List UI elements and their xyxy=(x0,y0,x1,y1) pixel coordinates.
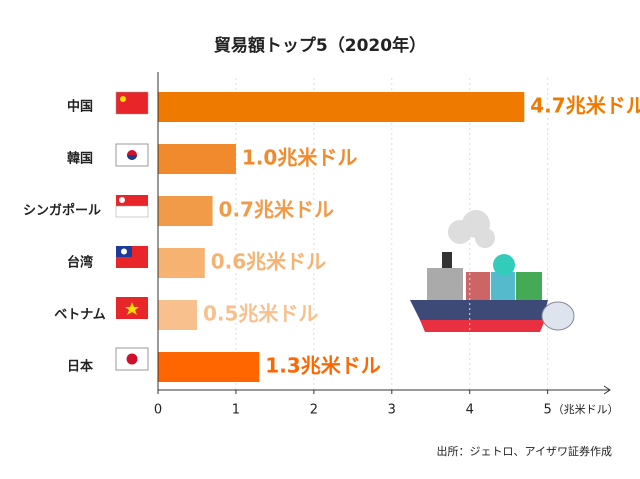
x-tick-label: 4 xyxy=(466,403,474,418)
value-label: 4.7兆米ドル xyxy=(530,94,640,118)
x-axis-label: （兆米ドル） xyxy=(553,403,619,416)
y-tick-label: ベトナム xyxy=(54,308,106,323)
flags xyxy=(115,91,149,371)
y-tick-label: シンガポール xyxy=(23,203,101,219)
value-label: 0.5兆米ドル xyxy=(203,302,318,326)
x-tick-label: 1 xyxy=(232,403,240,418)
y-tick-label: 中国 xyxy=(67,99,93,115)
value-label: 1.3兆米ドル xyxy=(265,354,380,378)
ship-illustration xyxy=(410,210,575,332)
x-tick-label: 0 xyxy=(154,403,162,418)
bar xyxy=(158,352,260,382)
bar xyxy=(158,196,213,226)
bar xyxy=(158,144,236,174)
value-label: 0.7兆米ドル xyxy=(219,198,334,222)
y-tick-label: 日本 xyxy=(67,359,93,375)
bar xyxy=(158,300,197,330)
source: 出所：ジェトロ、アイザワ証券作成 xyxy=(437,444,612,458)
x-tick-label: 2 xyxy=(310,403,318,418)
x-tick-label: 5 xyxy=(544,403,552,418)
y-tick-label: 韓国 xyxy=(67,151,93,167)
axis-arrow xyxy=(603,385,611,395)
bar xyxy=(158,92,525,122)
y-tick-label: 台湾 xyxy=(67,255,93,271)
x-tick-label: 3 xyxy=(388,403,396,418)
bar xyxy=(158,248,205,278)
value-label: 1.0兆米ドル xyxy=(242,146,357,170)
chart-title: 貿易額トップ5（2020年） xyxy=(214,35,426,56)
value-label: 0.6兆米ドル xyxy=(211,250,326,274)
